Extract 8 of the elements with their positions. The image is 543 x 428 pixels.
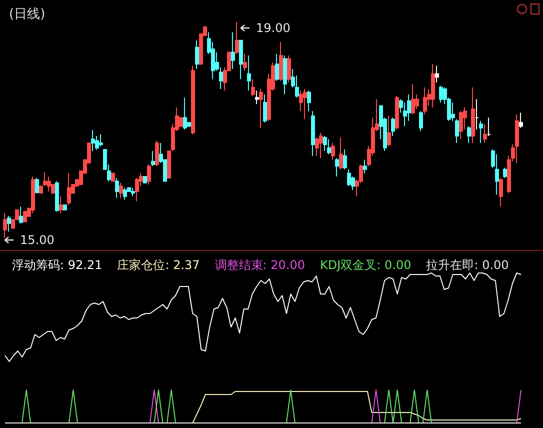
text: 拉升在即: 0.00 — [426, 258, 509, 272]
text: 浮动筹码: 92.21 — [12, 258, 102, 272]
annotation: 19.00 — [256, 21, 290, 35]
text: 庄家仓位: 2.37 — [117, 258, 200, 272]
text: KDJ双金叉: 0.00 — [320, 258, 412, 272]
chart-title: (日线) — [9, 7, 46, 22]
annotation: 15.00 — [20, 233, 54, 247]
text: 调整结束: 20.00 — [214, 258, 306, 272]
